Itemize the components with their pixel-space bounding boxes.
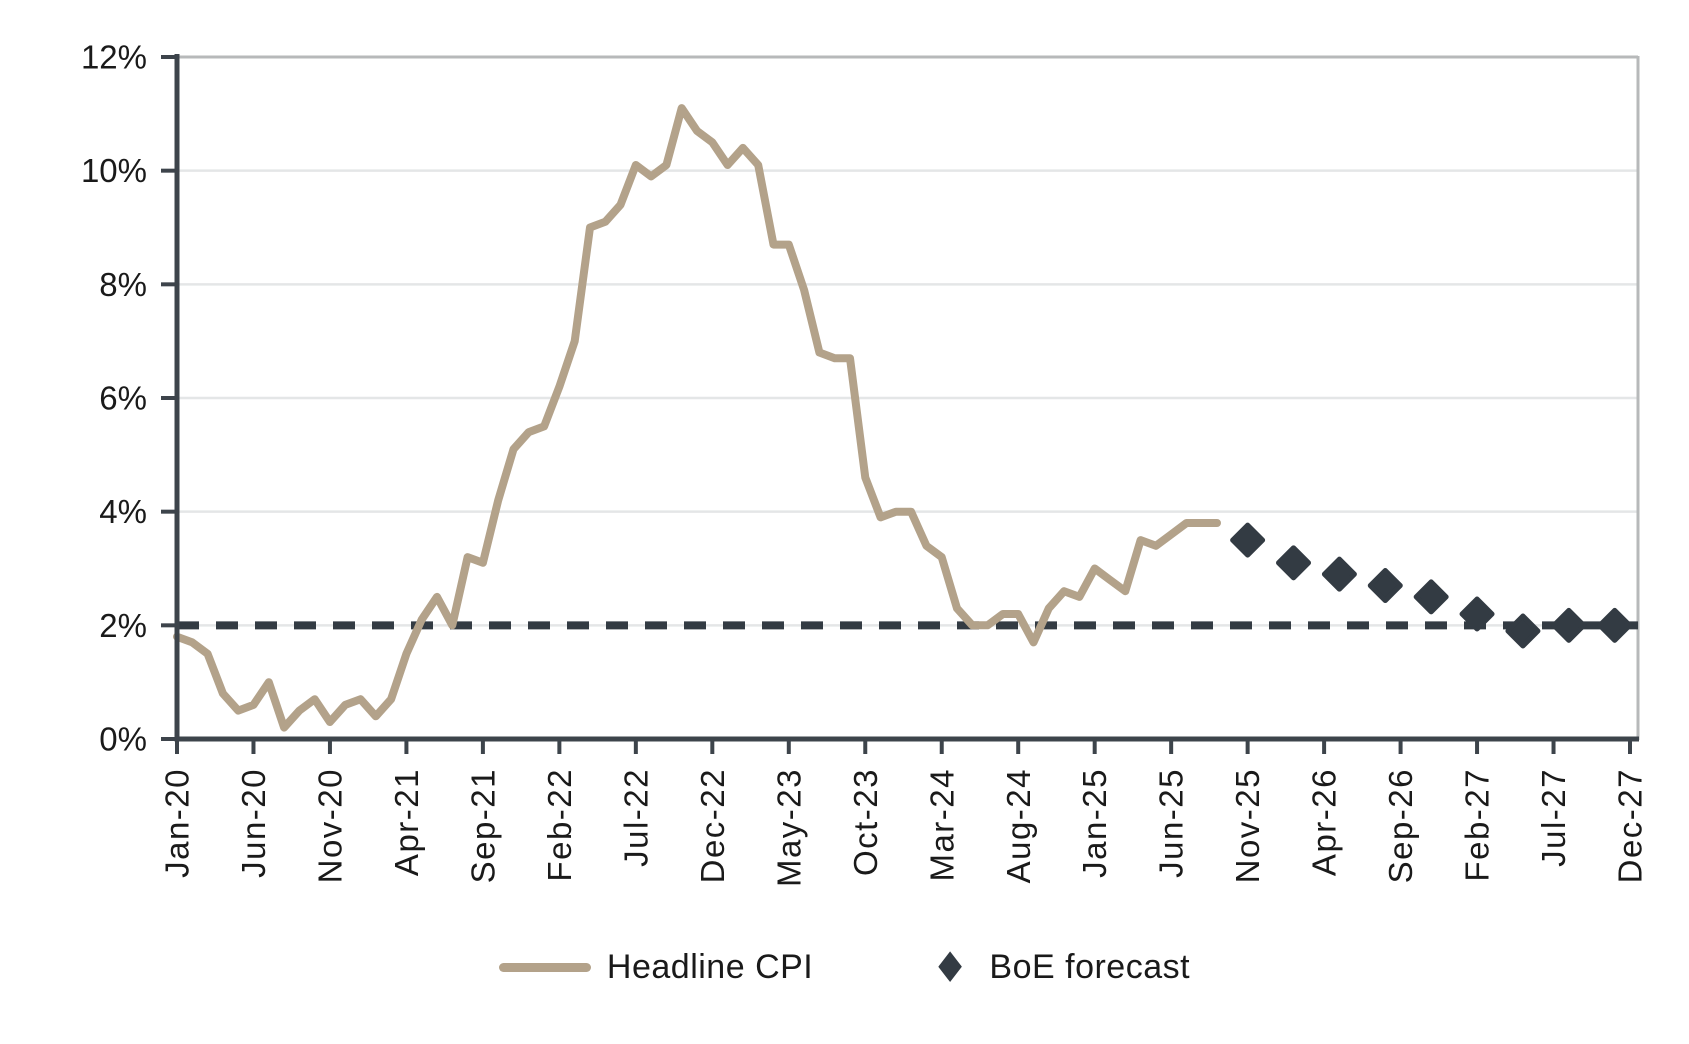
boe-forecast-point-Feb-26 — [1276, 545, 1312, 581]
legend-label-headline-cpi: Headline CPI — [606, 948, 814, 986]
y-tick-label-8: 8% — [99, 266, 147, 303]
x-tick-label-Jan-25: Jan-25 — [1076, 768, 1113, 878]
x-tick-label-Jul-27: Jul-27 — [1535, 768, 1572, 867]
y-tick-label-6: 6% — [99, 380, 147, 417]
boe-forecast-point-Aug-27 — [1551, 607, 1587, 643]
x-tick-label-Feb-27: Feb-27 — [1459, 768, 1496, 882]
x-tick-label-Apr-26: Apr-26 — [1306, 768, 1343, 876]
headline-cpi-line-swatch — [498, 963, 591, 972]
x-tick-label-Mar-24: Mar-24 — [923, 768, 960, 882]
y-tick-label-12: 12% — [81, 39, 147, 76]
boe-forecast-point-Aug-26 — [1367, 568, 1403, 604]
y-tick-label-0: 0% — [99, 721, 147, 758]
x-tick-label-Nov-25: Nov-25 — [1229, 768, 1266, 883]
x-tick-label-Aug-24: Aug-24 — [1000, 768, 1037, 883]
legend-item-boe-forecast: ♦ BoE forecast — [931, 942, 1191, 992]
boe-forecast-point-Nov-25 — [1230, 522, 1266, 558]
x-tick-label-Dec-27: Dec-27 — [1612, 768, 1649, 883]
boe-forecast-point-May-27 — [1505, 613, 1541, 649]
y-tick-label-2: 2% — [99, 607, 147, 644]
x-tick-label-Nov-20: Nov-20 — [311, 768, 348, 883]
x-tick-label-Feb-22: Feb-22 — [541, 768, 578, 882]
legend: Headline CPI ♦ BoE forecast — [0, 942, 1689, 992]
boe-forecast-point-May-26 — [1321, 556, 1357, 592]
legend-label-boe-forecast: BoE forecast — [989, 948, 1191, 986]
x-tick-label-Oct-23: Oct-23 — [847, 768, 884, 876]
boe-forecast-point-Feb-27 — [1459, 596, 1495, 632]
boe-forecast-point-Nov-27 — [1597, 607, 1633, 643]
boe-forecast-point-Nov-26 — [1413, 579, 1449, 615]
headline-cpi-line — [173, 104, 1221, 732]
x-tick-label-Dec-22: Dec-22 — [694, 768, 731, 883]
x-tick-label-Jun-20: Jun-20 — [235, 768, 272, 878]
x-tick-label-Sep-21: Sep-21 — [464, 768, 501, 883]
x-tick-label-Apr-21: Apr-21 — [388, 768, 425, 876]
diamond-icon: ♦ — [931, 942, 970, 992]
x-tick-label-Sep-26: Sep-26 — [1382, 768, 1419, 883]
y-tick-label-4: 4% — [99, 493, 147, 530]
y-tick-label-10: 10% — [81, 152, 147, 189]
x-tick-label-Jun-25: Jun-25 — [1153, 768, 1190, 878]
x-tick-label-Jul-22: Jul-22 — [617, 768, 654, 867]
x-tick-label-May-23: May-23 — [770, 768, 807, 887]
x-tick-label-Jan-20: Jan-20 — [159, 768, 196, 878]
legend-item-headline-cpi: Headline CPI — [498, 948, 814, 987]
